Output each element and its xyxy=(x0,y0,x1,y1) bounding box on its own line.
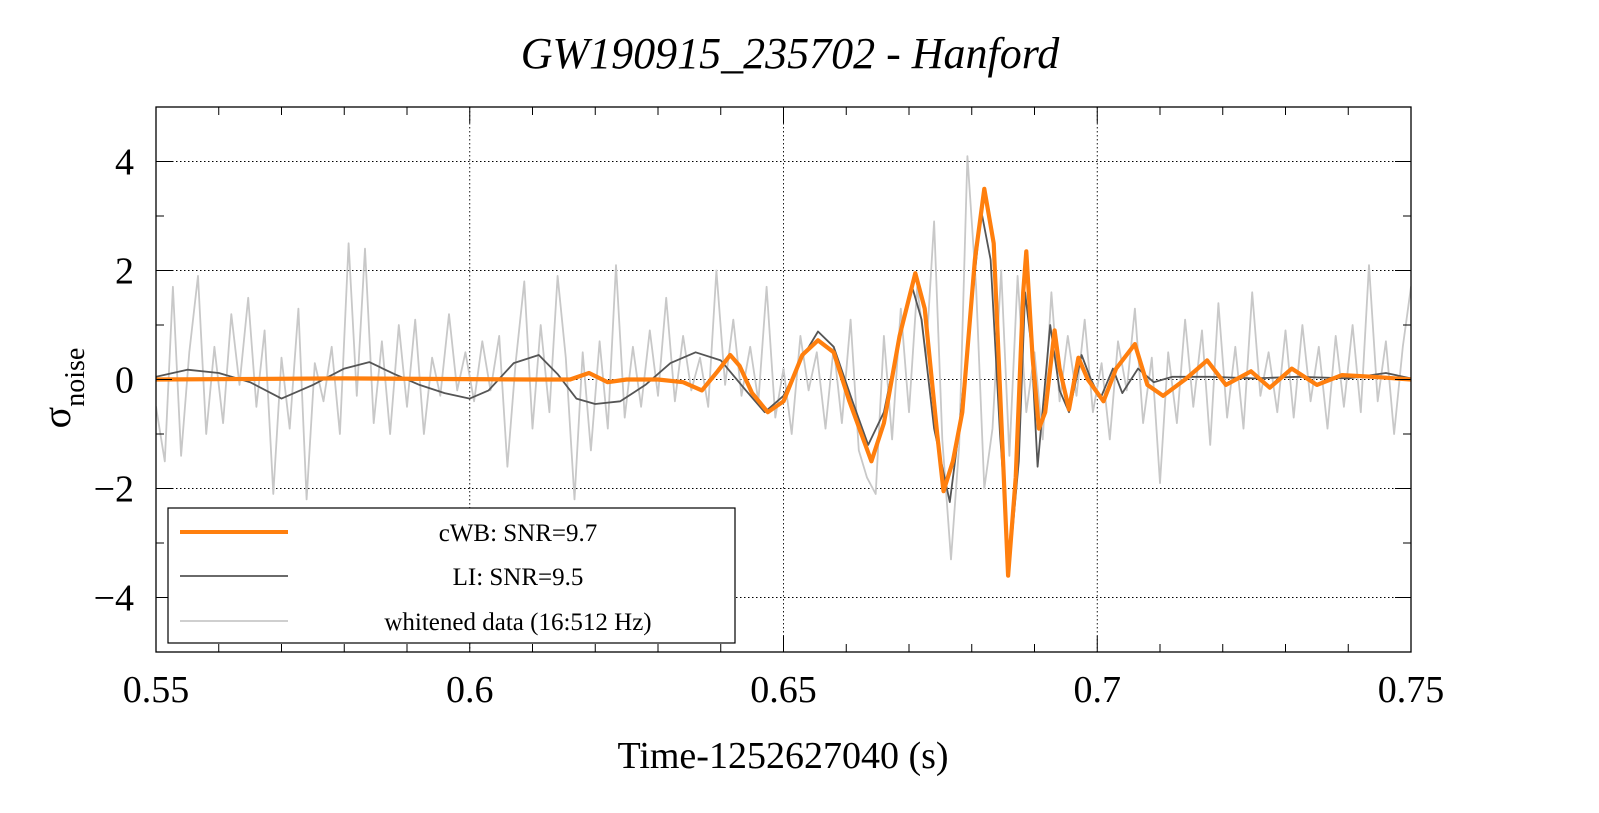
y-tick-label: −2 xyxy=(94,469,134,511)
x-axis-label: Time-1252627040 (s) xyxy=(617,735,948,777)
series-line-0 xyxy=(156,155,1411,561)
x-tick-label: 0.55 xyxy=(123,669,190,711)
chart-title: GW190915_235702 - Hanford xyxy=(521,29,1061,78)
y-tick-label: 0 xyxy=(115,360,134,402)
series-line-2 xyxy=(156,186,1411,578)
y-tick-label: 4 xyxy=(115,142,134,184)
legend-label: LI: SNR=9.5 xyxy=(453,564,584,591)
axis-ticks xyxy=(155,106,1412,653)
y-tick-label: 2 xyxy=(115,251,134,293)
y-axis-label-sub: noise xyxy=(60,348,91,407)
legend-label: whitened data (16:512 Hz) xyxy=(384,609,651,636)
y-tick-labels: −4 −2 0 2 4 xyxy=(94,142,134,620)
y-axis-label-main: σ xyxy=(34,407,79,429)
plot-series xyxy=(156,155,1411,578)
x-tick-label: 0.65 xyxy=(750,669,817,711)
legend-label: cWB: SNR=9.7 xyxy=(439,520,598,547)
x-tick-labels: 0.55 0.6 0.65 0.7 0.75 xyxy=(123,669,1445,711)
x-tick-label: 0.6 xyxy=(446,669,494,711)
y-tick-label: −4 xyxy=(94,578,134,620)
legend: cWB: SNR=9.7 LI: SNR=9.5 whitened data (16… xyxy=(167,507,736,644)
y-axis-label: σnoise xyxy=(34,348,91,429)
x-tick-label: 0.75 xyxy=(1378,669,1445,711)
x-tick-label: 0.7 xyxy=(1074,669,1122,711)
svg-text:σnoise: σnoise xyxy=(34,348,91,429)
